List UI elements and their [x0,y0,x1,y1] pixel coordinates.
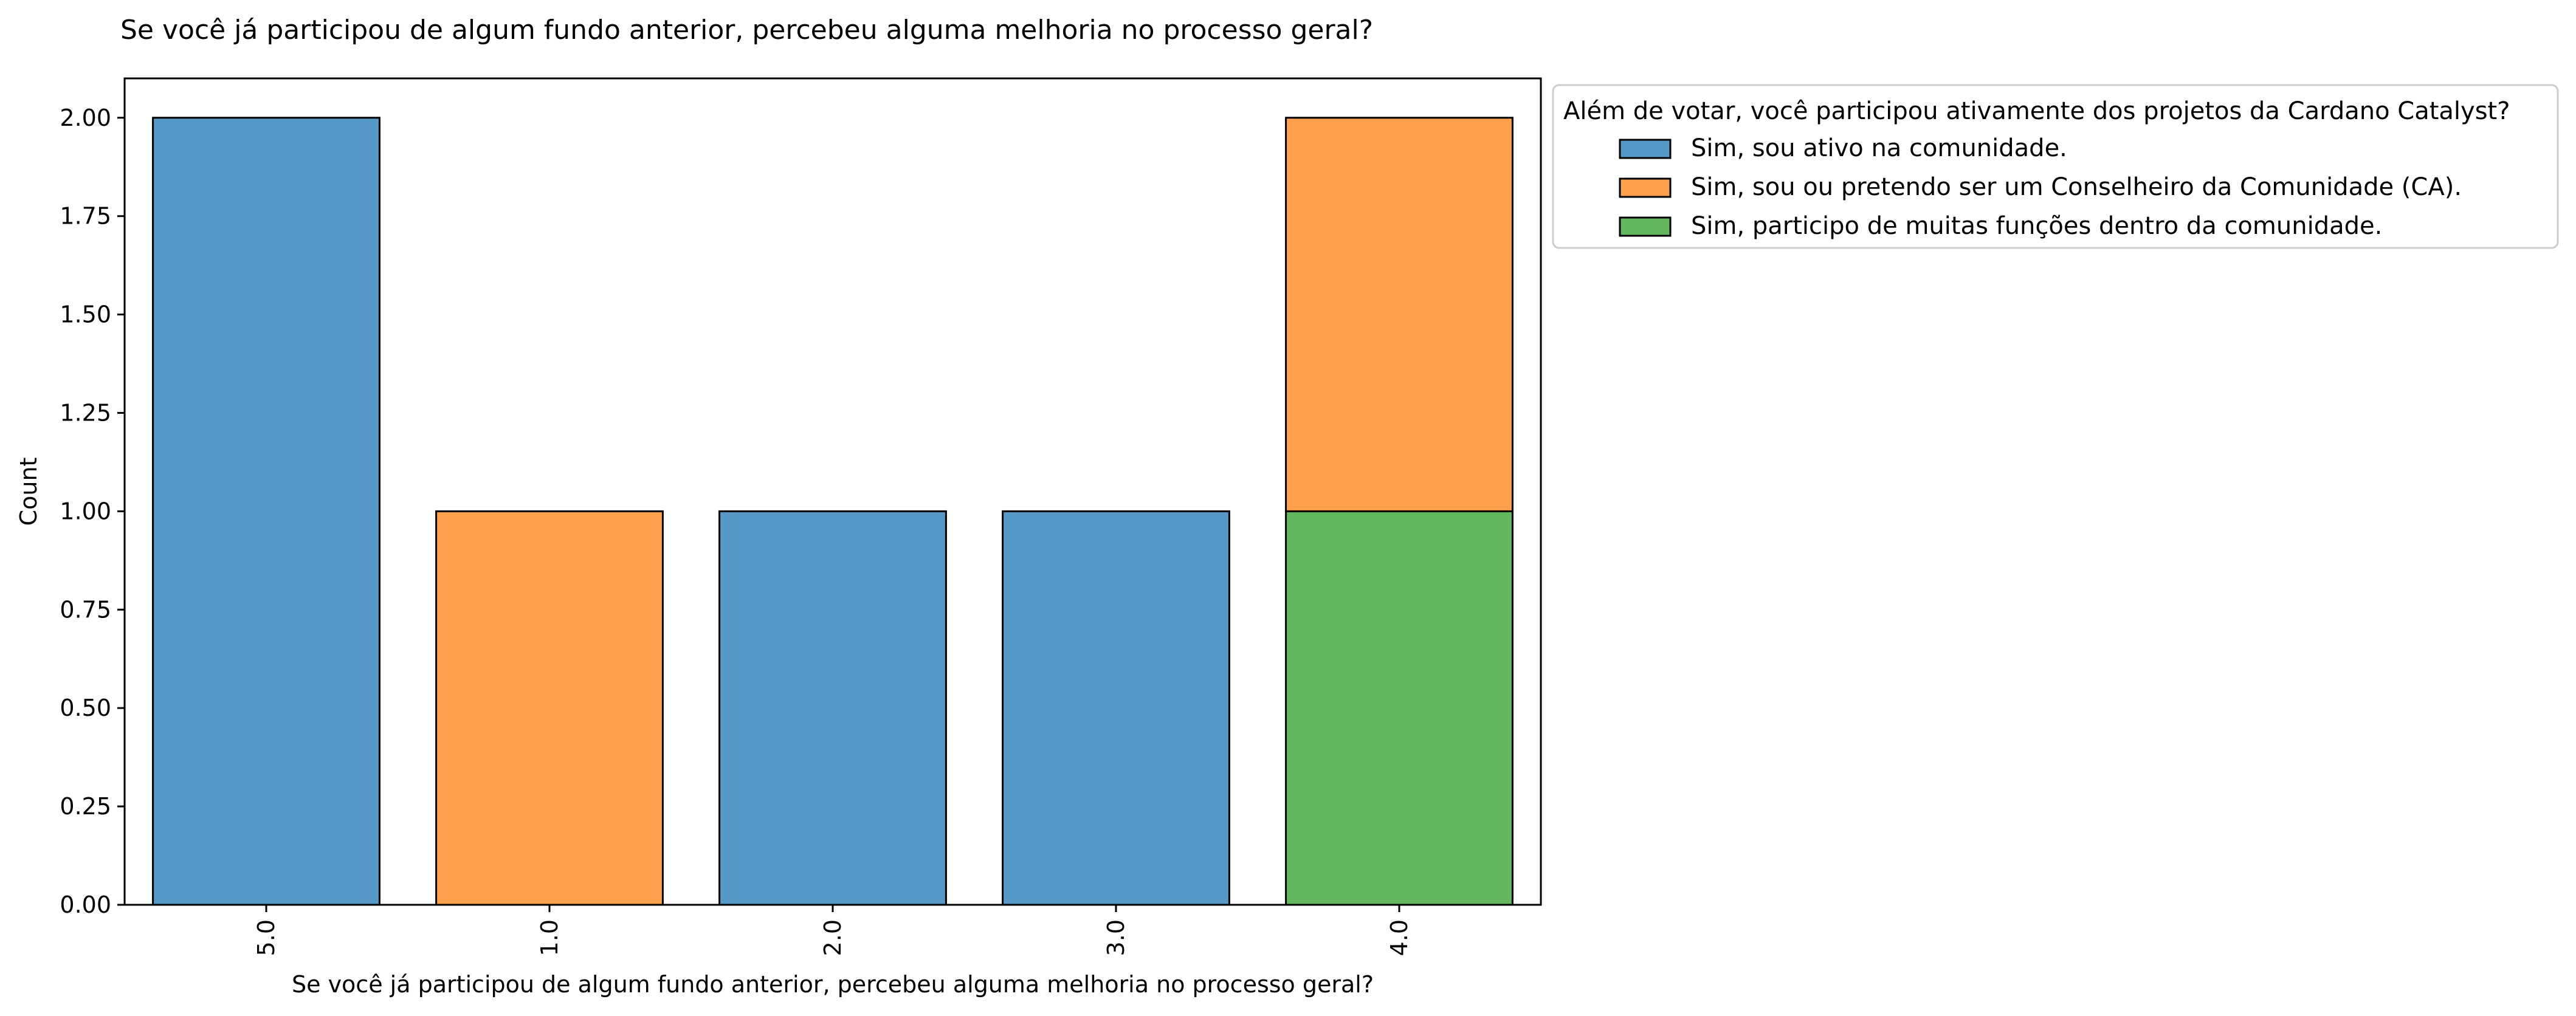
y-tick-label: 1.50 [60,301,111,328]
legend-swatch [1619,177,1672,198]
y-tick-label: 0.25 [60,793,111,820]
bars-layer [152,117,1514,906]
legend-items: Sim, sou ativo na comunidade. Sim, sou ou… [1619,134,2462,240]
x-tick-label: 5.0 [253,919,280,956]
x-axis-label: Se você já participou de algum fundo ant… [292,971,1374,998]
x-tick-label: 4.0 [1386,919,1413,956]
legend-entry-label: Sim, sou ativo na comunidade. [1691,134,2067,162]
y-tick-label: 0.00 [60,891,111,918]
bar-4.0-series-2 [1285,510,1514,906]
legend: Além de votar, você participou ativament… [1552,84,2559,249]
bar-2.0-series-0 [718,510,947,906]
y-tick-label: 0.75 [60,596,111,623]
y-axis: 0.00 0.25 0.50 0.75 1.00 1.25 1.50 1.75 2.00 [60,105,125,918]
legend-entry-label: Sim, sou ou pretendo ser um Conselheiro … [1691,173,2462,201]
y-axis-label: Count [15,458,42,526]
x-axis: 5.0 1.0 2.0 3.0 4.0 [253,905,1413,956]
x-tick-label: 3.0 [1103,919,1129,956]
y-tick-label: 1.25 [60,399,111,426]
y-tick-label: 0.50 [60,695,111,721]
y-tick-label: 1.00 [60,498,111,524]
y-tick-label: 1.75 [60,203,111,230]
bar-5.0-series-0 [152,117,381,906]
legend-entry-label: Sim, participo de muitas funções dentro … [1691,212,2382,240]
y-tick-label: 2.00 [60,105,111,131]
x-tick-label: 1.0 [536,919,563,956]
legend-swatch [1619,216,1672,237]
bar-4.0-series-1 [1285,117,1514,512]
legend-swatch [1619,139,1672,159]
x-tick-label: 2.0 [819,919,846,956]
bar-3.0-series-0 [1002,510,1230,906]
chart-title: Se você já participou de algum fundo ant… [120,15,1373,46]
bar-1.0-series-1 [435,510,664,906]
legend-frame [1552,84,2559,249]
legend-title: Além de votar, você participou ativament… [1563,97,2510,125]
